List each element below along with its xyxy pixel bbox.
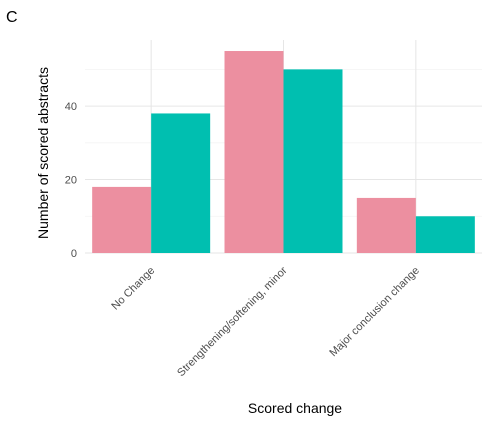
y-tick-labels: 0 20 40 bbox=[65, 101, 77, 260]
panel-label: C bbox=[6, 9, 18, 26]
x-tick-label: No Change bbox=[109, 265, 157, 313]
y-tick-label: 20 bbox=[65, 175, 77, 187]
bar-series-2-cat-3 bbox=[415, 216, 475, 253]
bar-series-1-cat-1 bbox=[92, 186, 152, 253]
y-tick-label: 0 bbox=[71, 248, 77, 260]
y-axis-label: Number of scored abstracts bbox=[35, 67, 51, 239]
x-axis-label: Scored change bbox=[248, 400, 342, 416]
bar-series-2-cat-2 bbox=[283, 69, 343, 254]
y-tick-label: 40 bbox=[65, 101, 77, 113]
x-tick-label: Major conclusion change bbox=[327, 265, 422, 360]
bar-series-1-cat-2 bbox=[224, 51, 284, 253]
bars-layer bbox=[92, 51, 475, 254]
bar-series-1-cat-3 bbox=[356, 197, 416, 253]
bar-series-2-cat-1 bbox=[151, 113, 211, 253]
x-tick-labels: No Change Strengthening/softening, minor M… bbox=[109, 264, 422, 379]
x-tick-label: Strengthening/softening, minor bbox=[175, 264, 290, 379]
